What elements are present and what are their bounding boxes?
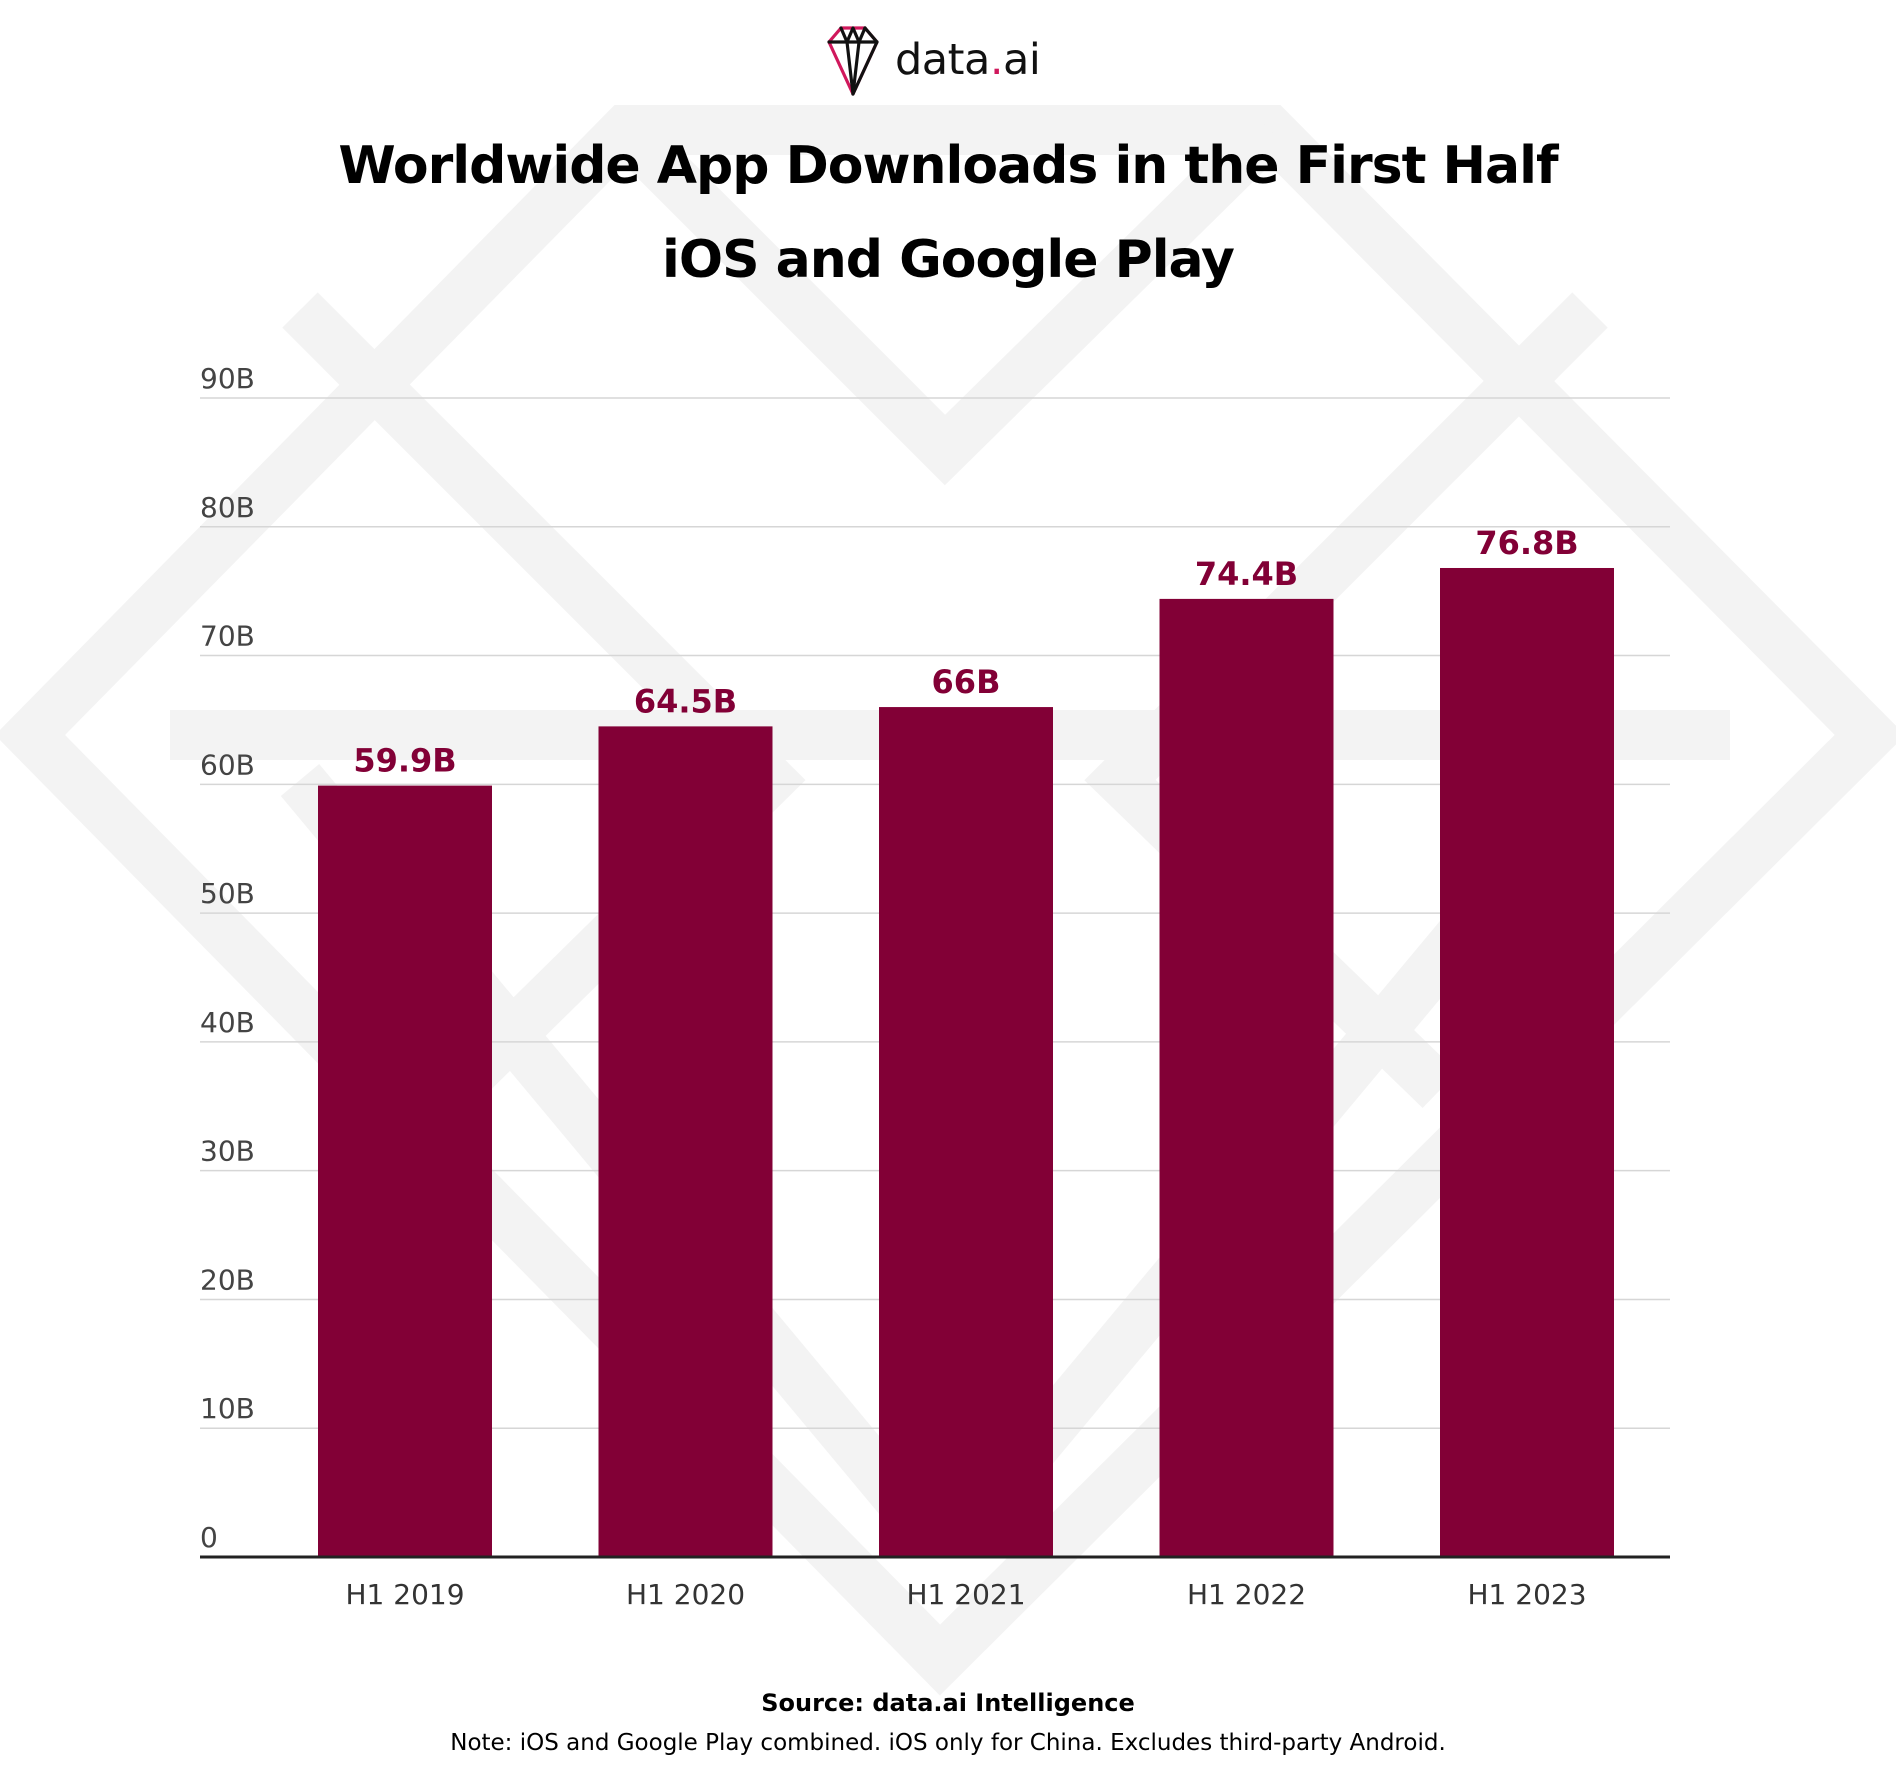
y-tick-label: 80B <box>200 491 255 524</box>
x-tick-label: H1 2020 <box>626 1578 745 1611</box>
y-tick-label: 20B <box>200 1263 255 1296</box>
bar-h1-2019 <box>318 785 492 1557</box>
bars <box>318 567 1614 1557</box>
x-tick-label: H1 2019 <box>345 1578 464 1611</box>
data-label: 66B <box>932 663 1001 701</box>
bar-h1-2023 <box>1440 567 1614 1557</box>
y-tick-label: 70B <box>200 620 255 653</box>
bar-h1-2022 <box>1159 598 1334 1557</box>
y-axis-tick-labels: 0 10B 20B 30B 40B 50B 60B 70B 80B 90B <box>200 362 255 1554</box>
diamond-logo-icon <box>827 26 879 96</box>
data-label: 64.5B <box>634 682 737 720</box>
x-tick-label: H1 2022 <box>1187 1578 1306 1611</box>
y-tick-label: 40B <box>200 1006 255 1039</box>
y-tick-label: 0 <box>200 1521 218 1554</box>
y-tick-label: 50B <box>200 877 255 910</box>
source-text: Source: data.ai Intelligence <box>761 1689 1135 1717</box>
data-labels: 59.9B 64.5B 66B 74.4B 76.8B <box>353 524 1578 780</box>
data-label: 76.8B <box>1475 524 1578 562</box>
note-text: Note: iOS and Google Play combined. iOS … <box>450 1730 1446 1756</box>
chart-subtitle: iOS and Google Play <box>662 230 1235 290</box>
data-label: 74.4B <box>1195 555 1298 593</box>
y-tick-label: 90B <box>200 362 255 395</box>
bar-h1-2020 <box>598 726 773 1557</box>
x-tick-label: H1 2023 <box>1467 1578 1586 1611</box>
logo-wordmark: data.ai <box>895 35 1041 85</box>
y-tick-label: 30B <box>200 1135 255 1168</box>
data-ai-logo: data.ai <box>825 18 1041 102</box>
y-tick-label: 10B <box>200 1392 255 1425</box>
y-tick-label: 60B <box>200 748 255 781</box>
chart-title: Worldwide App Downloads in the First Hal… <box>338 136 1558 196</box>
x-axis-tick-labels: H1 2019 H1 2020 H1 2021 H1 2022 H1 2023 <box>345 1578 1586 1611</box>
x-tick-label: H1 2021 <box>906 1578 1025 1611</box>
bar-chart: 0 10B 20B 30B 40B 50B 60B 70B 80B 90B 59.9B 64.5B 6… <box>200 362 1670 1611</box>
bar-h1-2021 <box>879 707 1053 1557</box>
data-label: 59.9B <box>353 742 456 780</box>
